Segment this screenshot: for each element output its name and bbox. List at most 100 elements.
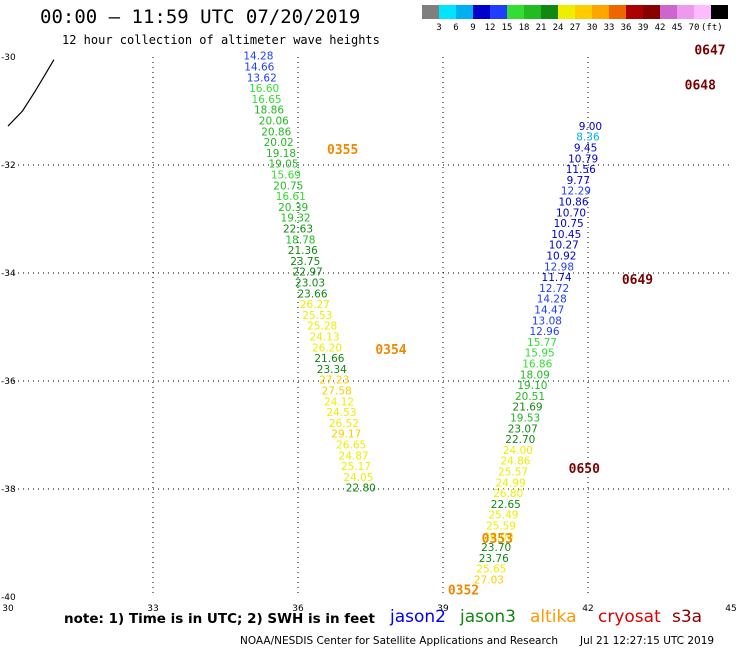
y-tick-label: -30: [1, 53, 16, 63]
colorbar-swatch: [541, 5, 558, 19]
pass-time-label: 0647: [694, 43, 725, 58]
swh-value: 22.70: [505, 434, 535, 446]
colorbar-swatch: [490, 5, 507, 19]
swh-value: 11.56: [566, 164, 596, 176]
swh-value: 16.60: [249, 83, 279, 95]
swh-value: 11.74: [542, 272, 572, 284]
colorbar-swatch: [524, 5, 541, 19]
swh-value: 23.66: [297, 288, 327, 300]
swh-value: 10.86: [558, 197, 588, 209]
colorbar-label: 15: [501, 23, 513, 33]
swh-value: 9.00: [579, 121, 602, 133]
swh-value: 18.09: [520, 369, 550, 381]
colorbar-swatch: [456, 5, 473, 19]
swh-value: 24.05: [343, 472, 373, 484]
generation-timestamp: Jul 21 12:27:15 UTC 2019: [580, 635, 715, 647]
swh-value: 27.03: [474, 575, 504, 587]
swh-value: 10.79: [568, 153, 598, 165]
swh-value: 25.59: [486, 521, 516, 533]
y-tick-label: -32: [1, 161, 16, 171]
swh-value: 14.47: [534, 305, 564, 317]
swh-value: 24.99: [496, 477, 526, 489]
swh-value: 24.86: [500, 456, 530, 468]
altimeter-tracks: 14.2814.6613.6216.6016.6518.8620.0620.86…: [243, 51, 602, 587]
swh-value: 23.75: [290, 256, 320, 268]
colorbar-label: 12: [484, 23, 496, 33]
swh-value: 27.58: [322, 386, 352, 398]
swh-value: 26.27: [300, 299, 330, 311]
y-tick-label: -34: [1, 269, 16, 279]
colorbar-label: 39: [637, 23, 649, 33]
colorbar-label: 3: [436, 23, 442, 33]
swh-value: 26.00: [484, 531, 514, 543]
swh-value: 13.62: [247, 72, 277, 84]
swh-value: 29.17: [331, 429, 361, 441]
swh-value: 20.06: [259, 116, 289, 128]
colorbar-label: 9: [470, 23, 476, 33]
page-title: 00:00 – 11:59 UTC 07/20/2019: [40, 6, 361, 28]
swh-value: 24.87: [339, 450, 369, 462]
colorbar-label: 30: [586, 23, 598, 33]
swh-value: 22.65: [491, 499, 521, 511]
swh-value: 22.80: [346, 483, 376, 495]
colorbar-label: 45: [671, 23, 683, 33]
colorbar-label: 33: [603, 23, 615, 33]
colorbar-swatch: [592, 5, 609, 19]
colorbar-swatch: [507, 5, 524, 19]
colorbar-label: 21: [535, 23, 547, 33]
swh-value: 14.28: [243, 51, 273, 63]
x-tick-label: 30: [2, 604, 14, 614]
swh-value: 23.70: [481, 542, 511, 554]
credit-line: NOAA/NESDIS Center for Satellite Applica…: [240, 635, 558, 647]
pass-time-label: 0649: [622, 273, 653, 288]
swh-value: 16.86: [522, 359, 552, 371]
map-grid: [8, 57, 733, 597]
swh-value: 10.27: [549, 240, 579, 252]
swh-value: 12.96: [529, 326, 559, 338]
satellite-legend-jason2: jason2: [390, 607, 446, 627]
swh-value: 23.03: [295, 278, 325, 290]
swh-value: 25.49: [488, 510, 518, 522]
pass-time-label: 0648: [685, 78, 716, 93]
swh-value: 8.36: [576, 132, 600, 144]
satellite-legend-jason3: jason3: [460, 607, 516, 627]
swh-value: 26.80: [493, 488, 523, 500]
swh-value: 23.34: [317, 364, 347, 376]
swh-value: 16.61: [276, 191, 306, 203]
swh-value: 26.52: [329, 418, 359, 430]
x-tick-label: 39: [437, 604, 449, 614]
colorbar-swatch: [643, 5, 660, 19]
swh-value: 21.69: [513, 402, 543, 414]
swh-value: 19.10: [517, 380, 547, 392]
pass-time-labels: 0647 0648 0355 0649 0354 0650 0353 0352: [327, 43, 726, 598]
colorbar-label: 24: [552, 23, 564, 33]
colorbar-swatch: [711, 5, 728, 19]
y-tick-label: -38: [1, 485, 16, 495]
swh-value: 20.75: [273, 180, 303, 192]
swh-value: 25.65: [476, 564, 506, 576]
pass-time-label: 0352: [448, 583, 479, 598]
swh-value: 12.98: [544, 261, 574, 273]
swh-value: 9.77: [567, 175, 590, 187]
colorbar-label: (ft): [701, 23, 723, 33]
coastline: [7, 59, 55, 127]
swh-value: 10.45: [551, 229, 581, 241]
swh-value: 12.29: [561, 186, 591, 198]
x-tick-label: 36: [292, 604, 304, 614]
satellite-legend-altika: altika: [530, 607, 577, 627]
swh-value: 23.76: [479, 553, 509, 565]
colorbar-swatch: [473, 5, 490, 19]
swh-value: 22.97: [293, 267, 323, 279]
swh-value: 13.08: [532, 315, 562, 327]
axis-ticks: 30 33 36 39 42 45 -30 -32 -34 -36 -38 -40: [1, 53, 737, 614]
swh-value: 15.69: [271, 170, 301, 182]
swh-value: 21.66: [314, 353, 344, 365]
swh-value: 15.95: [525, 348, 555, 360]
swh-value: 9.45: [574, 143, 597, 155]
satellite-legend-cryosat: cryosat: [598, 607, 661, 627]
swh-value: 25.57: [498, 467, 528, 479]
swh-value: 18.86: [254, 105, 284, 117]
colorbar-swatch: [626, 5, 643, 19]
swh-value: 16.65: [252, 94, 282, 106]
